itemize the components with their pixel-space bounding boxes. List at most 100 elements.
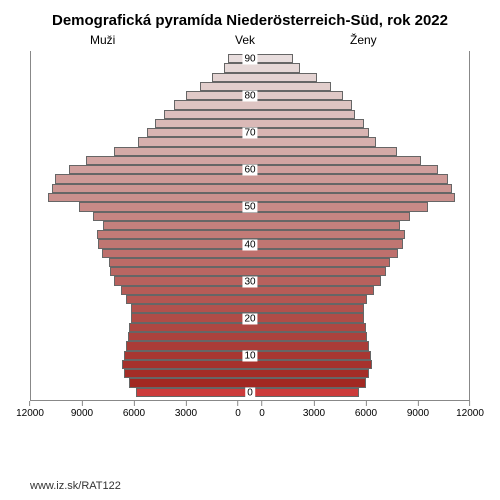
men-bar bbox=[109, 258, 238, 267]
men-bar bbox=[103, 221, 238, 230]
women-bar bbox=[262, 174, 448, 183]
women-bar bbox=[262, 184, 452, 193]
women-bar bbox=[262, 100, 352, 109]
x-tick: 12000 bbox=[16, 401, 44, 419]
label-women: Ženy bbox=[350, 33, 377, 47]
men-bar bbox=[155, 119, 238, 128]
men-bar bbox=[79, 202, 238, 211]
women-bar bbox=[262, 73, 317, 82]
x-tick: 6000 bbox=[355, 401, 377, 419]
women-bar bbox=[262, 212, 410, 221]
women-bar bbox=[262, 388, 359, 397]
men-bar bbox=[114, 147, 238, 156]
gap-bar bbox=[238, 258, 262, 267]
gap-bar bbox=[238, 267, 262, 276]
gap-bar bbox=[238, 63, 262, 72]
gap-bar bbox=[238, 332, 262, 341]
men-bar bbox=[164, 110, 238, 119]
women-bar bbox=[262, 267, 386, 276]
source-url: www.iz.sk/RAT122 bbox=[30, 480, 121, 492]
women-bar bbox=[262, 221, 400, 230]
age-tick-label: 60 bbox=[242, 165, 257, 176]
men-bar bbox=[131, 313, 238, 322]
gap-bar bbox=[238, 304, 262, 313]
women-bar bbox=[262, 295, 367, 304]
gap-bar bbox=[238, 221, 262, 230]
men-bar bbox=[52, 184, 238, 193]
gap-bar bbox=[238, 230, 262, 239]
x-tick: 6000 bbox=[123, 401, 145, 419]
men-bar bbox=[121, 286, 238, 295]
men-bar bbox=[126, 341, 238, 350]
women-bar bbox=[262, 304, 364, 313]
women-bar bbox=[262, 54, 293, 63]
men-bar bbox=[124, 369, 238, 378]
men-bar bbox=[174, 100, 238, 109]
men-bar bbox=[97, 230, 238, 239]
men-bar bbox=[98, 239, 238, 248]
men-bar bbox=[110, 267, 238, 276]
men-bar bbox=[102, 249, 238, 258]
men-bar bbox=[129, 323, 238, 332]
label-age: Vek bbox=[235, 33, 255, 47]
x-tick: 12000 bbox=[456, 401, 484, 419]
women-bar bbox=[262, 249, 398, 258]
label-men: Muži bbox=[90, 33, 115, 47]
age-tick-label: 70 bbox=[242, 128, 257, 139]
age-tick-label: 0 bbox=[245, 388, 255, 399]
women-bar bbox=[262, 147, 397, 156]
men-bar bbox=[48, 193, 238, 202]
gap-bar bbox=[238, 137, 262, 146]
men-bar bbox=[147, 128, 238, 137]
men-bar bbox=[55, 174, 238, 183]
center-gap bbox=[238, 51, 262, 400]
women-bar bbox=[262, 165, 438, 174]
gap-bar bbox=[238, 100, 262, 109]
chart-title: Demografická pyramída Niederösterreich-S… bbox=[0, 0, 500, 33]
age-tick-label: 90 bbox=[242, 53, 257, 64]
women-bar bbox=[262, 193, 455, 202]
men-bar bbox=[129, 378, 238, 387]
women-bar bbox=[262, 91, 343, 100]
women-bar bbox=[262, 82, 331, 91]
women-bar bbox=[262, 286, 374, 295]
women-bar bbox=[262, 258, 390, 267]
women-bar bbox=[262, 230, 405, 239]
women-bar bbox=[262, 323, 366, 332]
men-bar bbox=[93, 212, 238, 221]
gap-bar bbox=[238, 193, 262, 202]
x-tick: 0 bbox=[259, 401, 265, 419]
men-bar bbox=[131, 304, 238, 313]
women-bar bbox=[262, 119, 364, 128]
women-bar bbox=[262, 63, 300, 72]
women-bar bbox=[262, 137, 376, 146]
x-axis: 030006000900012000 030006000900012000 bbox=[30, 401, 470, 441]
men-bar bbox=[212, 73, 238, 82]
gap-bar bbox=[238, 184, 262, 193]
women-bar bbox=[262, 128, 369, 137]
men-bar bbox=[138, 137, 238, 146]
women-bar bbox=[262, 360, 372, 369]
x-tick: 9000 bbox=[407, 401, 429, 419]
men-bar bbox=[186, 91, 238, 100]
men-bar bbox=[224, 63, 238, 72]
x-tick: 0 bbox=[235, 401, 241, 419]
plot-area: 0102030405060708090 bbox=[30, 51, 470, 401]
men-bar bbox=[128, 332, 238, 341]
men-bar bbox=[136, 388, 238, 397]
age-tick-label: 50 bbox=[242, 202, 257, 213]
women-half bbox=[262, 51, 470, 400]
women-bar bbox=[262, 156, 421, 165]
gap-bar bbox=[238, 174, 262, 183]
gap-bar bbox=[238, 73, 262, 82]
men-bar bbox=[122, 360, 238, 369]
women-bar bbox=[262, 110, 355, 119]
women-bar bbox=[262, 239, 403, 248]
women-bar bbox=[262, 369, 369, 378]
age-tick-label: 80 bbox=[242, 90, 257, 101]
men-bar bbox=[124, 351, 238, 360]
men-bar bbox=[228, 54, 238, 63]
gap-bar bbox=[238, 110, 262, 119]
gap-bar bbox=[238, 378, 262, 387]
women-bar bbox=[262, 276, 381, 285]
